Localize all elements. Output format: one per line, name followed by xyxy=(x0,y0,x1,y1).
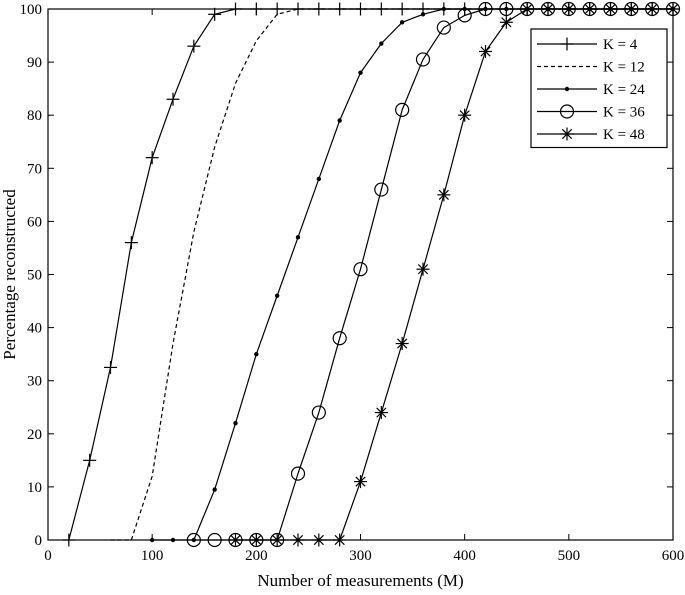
data-point-k4 xyxy=(145,151,159,165)
data-point-k4 xyxy=(83,453,97,467)
legend-marker-k48 xyxy=(560,127,574,141)
legend-marker-shape xyxy=(559,104,575,119)
y-tick-label: 20 xyxy=(27,427,42,443)
data-point-k24 xyxy=(399,20,405,25)
data-point-k36 xyxy=(332,331,347,346)
data-point-k36 xyxy=(290,466,306,481)
data-point-k48 xyxy=(479,44,492,58)
data-point-k24 xyxy=(274,293,280,298)
data-point-k48 xyxy=(437,188,451,202)
x-tick-label: 100 xyxy=(141,548,164,564)
x-tick-label: 0 xyxy=(44,548,52,564)
legend-marker-k24 xyxy=(564,86,570,92)
data-point-k48 xyxy=(416,262,430,276)
data-point-k48 xyxy=(374,406,388,420)
data-point-k4 xyxy=(187,39,201,53)
data-point-k36 xyxy=(311,405,326,420)
data-point-k24 xyxy=(337,118,342,123)
legend-box xyxy=(530,28,668,149)
x-tick-label: 300 xyxy=(349,548,372,564)
legend-label-k4: K = 4 xyxy=(603,37,638,53)
data-point-k4 xyxy=(208,7,222,21)
data-point-k48 xyxy=(458,108,472,122)
y-tick-label: 0 xyxy=(35,533,43,549)
x-tick-label: 400 xyxy=(453,548,476,564)
y-axis-label: Percentage reconstructed xyxy=(0,189,19,360)
y-tick-label: 60 xyxy=(27,214,42,230)
legend-marker-k4 xyxy=(560,37,574,51)
data-point-k48 xyxy=(499,15,513,29)
legend-marker-shape xyxy=(560,127,574,141)
y-tick-label: 40 xyxy=(27,321,42,337)
x-tick-label: 200 xyxy=(245,548,268,564)
data-point-k24 xyxy=(379,41,384,46)
data-point-k24 xyxy=(316,176,322,182)
y-tick-label: 10 xyxy=(27,480,42,496)
y-tick-label: 30 xyxy=(27,374,42,390)
legend: K = 4 K = 12 K = 24 K = 36 K = 48 xyxy=(530,28,668,149)
legend-marker-shape xyxy=(564,86,570,92)
x-tick-label: 600 xyxy=(662,548,685,564)
y-tick-label: 100 xyxy=(20,2,43,18)
y-tick-label: 80 xyxy=(27,108,42,124)
data-point-k24 xyxy=(233,420,238,426)
data-point-k36 xyxy=(374,182,389,197)
y-tick-label: 50 xyxy=(27,268,42,284)
legend-label-k24: K = 24 xyxy=(603,82,645,98)
ticks: 0 100 200 300 400 500 600 0 10 20 30 40 50 60 70 80 90 10… xyxy=(20,2,685,564)
data-point-k36 xyxy=(395,102,410,117)
data-point-k48 xyxy=(395,337,409,351)
data-point-k24 xyxy=(358,70,363,75)
legend-marker-k36 xyxy=(559,104,575,119)
y-tick-label: 90 xyxy=(27,55,42,71)
data-point-k36 xyxy=(436,20,451,35)
data-point-k24 xyxy=(420,12,426,17)
x-axis-label: Number of measurements (M) xyxy=(257,571,463,590)
data-point-k24 xyxy=(212,487,217,492)
data-point-k4 xyxy=(124,236,138,250)
x-tick-label: 500 xyxy=(558,548,581,564)
legend-label-k36: K = 36 xyxy=(603,105,645,121)
data-point-k4 xyxy=(166,92,180,106)
data-point-k48 xyxy=(354,475,367,489)
legend-label-k48: K = 48 xyxy=(603,127,645,143)
y-tick-label: 70 xyxy=(27,161,42,177)
data-point-k4 xyxy=(104,360,117,374)
data-point-k36 xyxy=(353,262,368,277)
data-point-k36 xyxy=(415,52,431,67)
data-point-k24 xyxy=(295,235,301,240)
legend-label-k12: K = 12 xyxy=(603,60,645,76)
legend-marker-shape xyxy=(560,37,574,51)
data-point-k24 xyxy=(254,351,259,357)
